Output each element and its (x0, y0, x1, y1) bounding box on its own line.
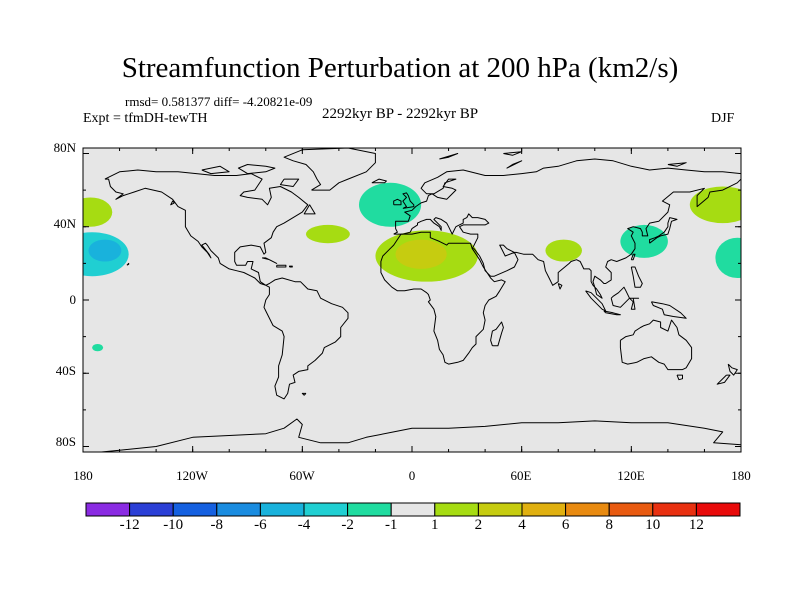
coastline-10 (585, 290, 607, 312)
coastline-19 (716, 374, 731, 385)
coastline-0 (104, 169, 349, 400)
x-tick-label-180w: 180 (73, 468, 93, 483)
coastline-1 (283, 148, 376, 191)
coastline-22 (276, 264, 287, 268)
coastline-30 (557, 283, 563, 290)
anomaly-west-pacific-negative (715, 237, 741, 279)
x-tick-label-0: 0 (408, 468, 416, 483)
colorbar-label: -10 (163, 517, 184, 533)
coastline-11 (603, 310, 621, 316)
colorbar-swatch (129, 502, 174, 517)
page-title: Streamfunction Perturbation at 200 hPa (… (121, 52, 679, 84)
coastline-6 (393, 198, 402, 206)
coastline-29 (301, 392, 307, 396)
coastline-23 (289, 265, 293, 268)
colorbar-label: 12 (688, 517, 704, 533)
anomaly-subtropical-atlantic-positive (305, 224, 350, 244)
x-tick-label-180e: 180 (731, 468, 751, 483)
coastline-35 (170, 200, 175, 206)
coastline-26 (279, 178, 300, 187)
coastline-25 (201, 165, 230, 175)
colorbar-swatch (390, 502, 436, 517)
experiment-label: Expt = tfmDH-tewTH (83, 111, 208, 126)
y-tick-label-40n: 40N (53, 216, 76, 231)
colorbar-label: -2 (341, 517, 354, 533)
coastline-28 (126, 262, 130, 266)
colorbar (85, 502, 741, 517)
rmsd-label: rmsd= 0.581377 diff= -4.20821e-09 (125, 94, 313, 109)
colorbar-swatch (565, 502, 610, 517)
colorbar-label: -1 (384, 517, 398, 533)
anomaly-north-atlantic-negative (358, 182, 422, 227)
colorbar-swatch (652, 502, 697, 517)
colorbar-swatch (216, 502, 261, 517)
coastline-24 (237, 164, 276, 175)
anomaly-north-africa-positive-core (395, 239, 447, 269)
colorbar-label: 8 (605, 517, 613, 533)
anomaly-west-pacific-positive (689, 186, 741, 224)
coastline-12 (610, 286, 630, 308)
coastline-33 (506, 160, 523, 169)
colorbar-label: -6 (254, 517, 267, 533)
y-tick-label-80s: 80S (55, 434, 76, 449)
colorbar-swatch (303, 502, 349, 517)
colorbar-label: 10 (645, 517, 661, 533)
y-tick-label-eq: 0 (69, 292, 77, 307)
coastline-14 (650, 301, 687, 319)
colorbar-label: -12 (119, 517, 140, 533)
anomaly-east-asia-negative (620, 224, 668, 258)
coastline-4 (490, 321, 504, 347)
coastline-21 (261, 257, 278, 264)
y-tick-label-80n: 80N (53, 140, 76, 155)
axis-ticks (82, 148, 742, 452)
season-label: DJF (711, 111, 735, 126)
colorbar-label: 1 (431, 517, 439, 533)
coastline-7 (371, 178, 387, 184)
anomaly-south-pacific-negative (92, 343, 104, 352)
coastline-17 (676, 374, 683, 381)
anomaly-north-pacific-positive (83, 197, 113, 227)
coastline-5 (402, 192, 415, 209)
colorbar-swatch (259, 502, 305, 517)
coastline-13 (629, 297, 640, 310)
colorbar-swatch (521, 502, 567, 517)
colorbar-label: 2 (474, 517, 483, 533)
colorbar-swatch (608, 502, 654, 517)
x-tick-label-120e: 120E (617, 468, 645, 483)
coastline-20 (96, 418, 741, 452)
period-label: 2292kyr BP - 2292kyr BP (322, 106, 479, 122)
anomaly-north-pacific-negative-core (88, 239, 122, 262)
colorbar-swatch (695, 502, 741, 517)
colorbar-label: -8 (210, 517, 224, 533)
coastline-32 (439, 153, 459, 160)
x-tick-label-120w: 120W (176, 468, 208, 483)
coastline-27 (303, 204, 316, 215)
coastline-3 (380, 231, 506, 365)
coastline-9 (630, 253, 636, 261)
y-tick-label-40s: 40S (55, 363, 76, 378)
colorbar-label: 6 (561, 517, 570, 533)
coastline-34 (667, 162, 687, 167)
anomaly-layer (83, 182, 741, 352)
colorbar-swatch (347, 502, 392, 517)
colorbar-swatch (477, 502, 523, 517)
x-tick-label-60w: 60W (289, 468, 315, 483)
coastline-16 (619, 319, 693, 371)
coastline-15 (630, 266, 643, 288)
colorbar-swatch (434, 502, 479, 517)
coastline-2 (393, 158, 741, 299)
colorbar-swatch (172, 502, 218, 517)
colorbar-swatch (85, 502, 131, 517)
x-tick-label-60e: 60E (510, 468, 532, 483)
coastline-8 (649, 217, 678, 244)
coastline-31 (503, 151, 523, 156)
colorbar-label: 4 (518, 517, 526, 533)
coastline-18 (727, 363, 738, 376)
coastline-layer (96, 148, 741, 452)
colorbar-label: -4 (297, 517, 311, 533)
anomaly-india-positive (545, 239, 582, 262)
